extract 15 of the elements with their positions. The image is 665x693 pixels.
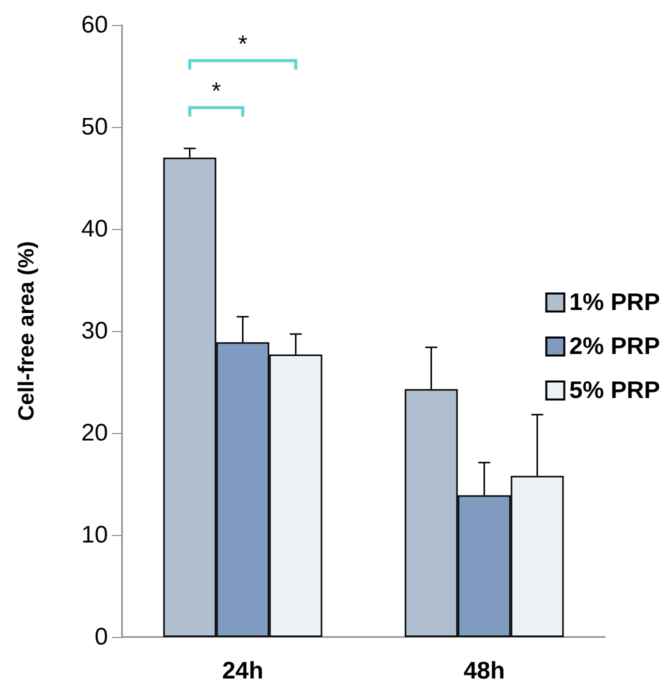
- legend-label: 1% PRP: [569, 289, 660, 316]
- annotation: *: [238, 31, 248, 58]
- legend-label: 5% PRP: [569, 377, 660, 404]
- y-axis-title: Cell-free area (%): [14, 241, 38, 421]
- y-tick-label: 50: [81, 114, 108, 140]
- y-tick-label: 30: [81, 318, 108, 344]
- annotation: *: [212, 78, 221, 106]
- x-tick-label: 24h: [222, 658, 264, 684]
- legend-label: 2% PRP: [569, 333, 660, 360]
- y-tick-label: 20: [81, 420, 108, 446]
- y-tick-label: 10: [81, 522, 108, 548]
- x-tick-label: 48h: [464, 658, 505, 684]
- y-tick-label: 40: [81, 216, 108, 242]
- y-tick-label: 60: [81, 12, 108, 38]
- y-tick-label: 0: [94, 624, 108, 650]
